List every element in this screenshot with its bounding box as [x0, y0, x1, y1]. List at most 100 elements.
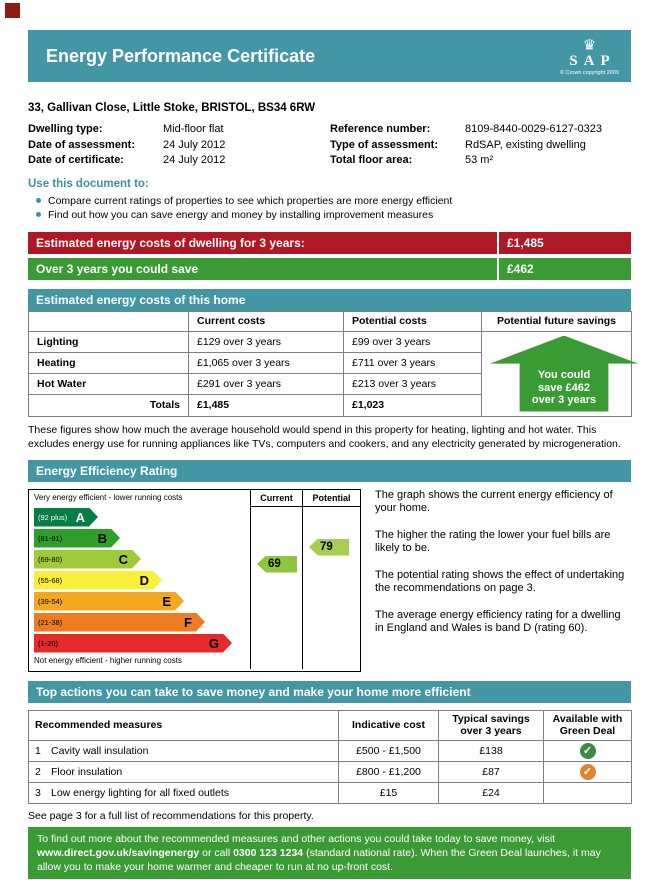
hot-water-potential: £213 over 3 years	[343, 372, 482, 396]
chart-bottom-label: Not energy efficient - higher running co…	[34, 655, 182, 665]
epc-rating-chart: Very energy efficient - lower running co…	[28, 488, 361, 672]
footer-banner: To find out more about the recommended m…	[28, 826, 631, 879]
band-row-f: (21-38) F	[29, 611, 360, 633]
epc-band-e: (39-54) E	[34, 592, 184, 611]
costs-section-banner: Estimated energy costs of this home	[28, 288, 631, 311]
measure-savings: £138	[438, 739, 544, 762]
band-e-range: (39-54)	[38, 596, 63, 606]
rating-paragraph: The graph shows the current energy effic…	[375, 488, 613, 515]
band-g-range: (1-20)	[38, 638, 59, 648]
energy-costs-table: Current costs Potential costs Potential …	[28, 310, 638, 417]
assessment-type-label: Type of assessment:	[330, 138, 439, 151]
phone-number: 0300 123 1234	[233, 846, 304, 859]
potential-costs-header: Potential costs	[343, 310, 482, 332]
orange-check-icon: ✓	[579, 763, 596, 780]
current-costs-header: Current costs	[188, 310, 344, 332]
hot-water-label: Hot Water	[28, 372, 189, 396]
measure-cost: £500 - £1,500	[338, 739, 439, 762]
savings-arrow-line1: You could	[537, 369, 591, 381]
rating-paragraph: The higher the rating the lower your fue…	[375, 528, 611, 555]
potential-rating-arrow: 79	[309, 538, 349, 556]
band-c-letter: C	[118, 551, 128, 567]
band-b-range: (81-91)	[38, 533, 63, 543]
measure-cost: £15	[338, 781, 439, 804]
lighting-potential: £99 over 3 years	[343, 330, 482, 353]
bullet-text: Compare current ratings of properties to…	[48, 194, 453, 207]
dwelling-type-label: Dwelling type:	[28, 123, 103, 135]
measure-name: Cavity wall insulation	[51, 744, 149, 757]
reference-number-value: 8109-8440-0029-6127-0323	[465, 123, 603, 135]
measure-name: Floor insulation	[51, 765, 123, 778]
estimated-costs-label: Estimated energy costs of dwelling for 3…	[36, 235, 305, 250]
band-row-g: (1-20) G	[29, 632, 360, 654]
band-d-letter: D	[139, 572, 149, 588]
costs-row-hot-water: Hot Water £291 over 3 years £213 over 3 …	[28, 372, 632, 396]
totals-label: Totals	[28, 394, 189, 417]
measure-row: 3 Low energy lighting for all fixed outle…	[28, 781, 632, 804]
costs-row-lighting: Lighting £129 over 3 years £99 over 3 ye…	[28, 330, 638, 417]
indicative-cost-header: Indicative cost	[338, 709, 439, 741]
recommended-measures-table: Recommended measures Indicative cost Typ…	[28, 709, 632, 804]
bullet-item: Compare current ratings of properties to…	[28, 194, 631, 208]
footer-text: or call	[202, 846, 231, 859]
band-row-b: (81-91) B	[29, 527, 360, 549]
assessment-type-value: RdSAP, existing dwelling	[465, 138, 586, 151]
rating-paragraph: The potential rating shows the effect of…	[375, 568, 625, 595]
green-deal-cell	[543, 781, 632, 804]
detail-row: Date of certificate: 24 July 2012	[28, 153, 330, 169]
current-column-header: Current	[250, 489, 302, 507]
assessment-date-label: Date of assessment:	[28, 138, 135, 151]
epc-band-a: (92 plus) A	[34, 508, 98, 527]
header-banner: Energy Performance Certificate ♛ SAP © C…	[28, 30, 631, 82]
property-address: 33, Gallivan Close, Little Stoke, BRISTO…	[28, 102, 316, 114]
floor-area-value: 53 m²	[465, 154, 494, 166]
totals-potential: £1,023	[343, 394, 482, 417]
actions-section-banner: Top actions you can take to save money a…	[28, 680, 631, 703]
measure-cost: £800 - £1,200	[338, 760, 439, 783]
crown-icon: ♛	[582, 36, 597, 54]
current-rating-arrow: 69	[257, 555, 297, 573]
crown-copyright-text: © Crown copyright 2009	[559, 69, 619, 76]
band-row-d: (55-68) D	[29, 569, 360, 591]
epc-band-c: (69-80) C	[34, 550, 141, 569]
chart-top-label: Very energy efficient - lower running co…	[34, 492, 183, 502]
heating-current: £1,065 over 3 years	[188, 351, 344, 375]
savings-website-link: www.direct.gov.uk/savingenergy	[37, 846, 200, 859]
potential-column-header: Potential	[302, 489, 360, 507]
current-rating-value: 69	[268, 558, 281, 570]
lighting-label: Lighting	[28, 330, 189, 353]
certificate-page: Energy Performance Certificate ♛ SAP © C…	[28, 0, 638, 879]
savings-house-arrow: You could save £462 over 3 years	[490, 335, 638, 412]
band-row-e: (39-54) E	[29, 590, 360, 612]
epc-band-f: (21-38) F	[34, 613, 205, 632]
measure-row: 1 Cavity wall insulation £500 - £1,500 £1…	[28, 739, 632, 762]
assessment-date-value: 24 July 2012	[163, 138, 226, 151]
rating-explanation: The graph shows the current energy effic…	[361, 489, 631, 672]
bullet-item: Find out how you can save energy and mon…	[28, 208, 631, 222]
epc-band-b: (81-91) B	[34, 529, 120, 548]
footer-text: (standard national rate). When the Green…	[37, 846, 601, 873]
potential-savings-banner: Over 3 years you could save £462	[28, 257, 631, 280]
actions-header-row: Recommended measures Indicative cost Typ…	[28, 709, 632, 741]
epc-band-g: (1-20) G	[34, 634, 232, 653]
band-c-range: (69-80)	[38, 554, 63, 564]
estimated-costs-banner: Estimated energy costs of dwelling for 3…	[28, 231, 631, 254]
detail-row: Reference number: 8109-8440-0029-6127-03…	[330, 122, 602, 138]
measure-name: Low energy lighting for all fixed outlet…	[51, 786, 230, 799]
costs-disclaimer: These figures show how much the average …	[28, 423, 621, 450]
costs-row-totals: Totals £1,485 £1,023	[28, 394, 632, 417]
bullet-text: Find out how you can save energy and mon…	[48, 208, 434, 221]
see-page-note: See page 3 for a full list of recommenda…	[28, 809, 314, 822]
bullet-icon	[36, 211, 41, 217]
chart-header-row: Very energy efficient - lower running co…	[29, 489, 360, 507]
measure-name-cell: 2 Floor insulation	[28, 760, 339, 783]
measure-savings: £24	[438, 781, 544, 804]
epc-band-d: (55-68) D	[34, 571, 162, 590]
band-row-c: (69-80) C 69 79	[29, 538, 360, 573]
measure-row: 2 Floor insulation £800 - £1,200 £87 ✓	[28, 760, 632, 783]
heating-label: Heating	[28, 351, 189, 375]
use-document-bullets: Compare current ratings of properties to…	[28, 194, 631, 222]
band-row-a: (92 plus) A	[29, 506, 360, 528]
costs-empty-header	[28, 310, 189, 332]
typical-savings-header: Typical savings over 3 years	[438, 709, 544, 741]
